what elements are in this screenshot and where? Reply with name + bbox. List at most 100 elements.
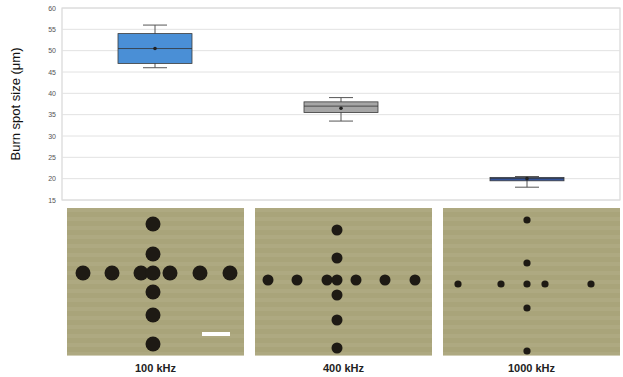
photo-texture — [255, 334, 432, 338]
y-tick-label: 55 — [48, 26, 56, 33]
photo-texture — [67, 325, 244, 329]
mean-marker — [525, 177, 529, 181]
photo-texture — [443, 343, 620, 347]
photo-texture — [255, 316, 432, 320]
burn-spot — [292, 275, 303, 286]
burn-spot — [332, 343, 343, 354]
burn-spot — [523, 347, 530, 354]
photo-texture — [255, 289, 432, 293]
photo-texture — [255, 280, 432, 284]
burn-spot — [263, 275, 274, 286]
burn-spot — [523, 216, 530, 223]
photo-panel — [255, 208, 432, 356]
photo-texture — [67, 280, 244, 284]
burn-spot — [146, 285, 161, 300]
photo-texture — [255, 352, 432, 356]
burn-spot — [322, 275, 333, 286]
grid-line — [62, 93, 620, 94]
whisker-cap — [143, 67, 167, 68]
category-label: 100 kHz — [135, 362, 176, 374]
whisker-cap — [329, 121, 353, 122]
photo-texture — [255, 271, 432, 275]
photo-background — [255, 208, 432, 355]
burn-spot — [105, 266, 120, 281]
burn-spot — [541, 280, 548, 287]
photo-texture — [255, 253, 432, 257]
mean-marker — [339, 106, 343, 110]
category-label: 400 kHz — [323, 362, 364, 374]
grid-line — [62, 200, 620, 201]
burn-spot — [523, 259, 530, 266]
burn-spot — [351, 275, 362, 286]
photo-texture — [255, 244, 432, 248]
burn-spot — [76, 266, 91, 281]
photo-texture — [443, 226, 620, 230]
y-tick-label: 35 — [48, 111, 56, 118]
burn-spot — [146, 337, 161, 352]
photo-texture — [443, 217, 620, 221]
y-tick-label: 30 — [48, 133, 56, 140]
photo-texture — [443, 352, 620, 356]
burn-spot — [146, 217, 161, 232]
burn-spot — [332, 315, 343, 326]
box — [118, 34, 192, 64]
category-label: 1000 kHz — [508, 362, 556, 374]
scale-bar — [202, 332, 230, 336]
photo-texture — [443, 289, 620, 293]
y-tick-label: 40 — [48, 90, 56, 97]
photo-texture — [255, 325, 432, 329]
burn-spot — [380, 275, 391, 286]
burn-spot — [332, 225, 343, 236]
burn-spot — [454, 280, 461, 287]
photo-texture — [67, 352, 244, 356]
box — [304, 102, 378, 113]
photo-texture — [255, 307, 432, 311]
grid-line — [62, 136, 620, 137]
photo-texture — [255, 235, 432, 239]
mean-marker — [153, 47, 157, 51]
grid-line — [62, 157, 620, 158]
y-tick-label: 50 — [48, 47, 56, 54]
photo-texture — [443, 271, 620, 275]
y-tick-label: 15 — [48, 197, 56, 204]
burn-spot — [146, 308, 161, 323]
photo-background — [443, 208, 620, 355]
photo-texture — [255, 226, 432, 230]
grid-line — [62, 72, 620, 73]
chart: 15 20 25 30 35 40 45 50 55 60 Burn spot size (μm) 1… — [0, 0, 623, 377]
whisker-cap — [143, 25, 167, 26]
y-axis-label: Burn spot size (μm) — [8, 48, 23, 161]
burn-spot — [163, 266, 178, 281]
y-tick-label: 25 — [48, 154, 56, 161]
photo-background — [67, 208, 244, 355]
burn-spot — [332, 253, 343, 264]
grid-line — [62, 29, 620, 30]
photo-texture — [255, 262, 432, 266]
burn-spot — [497, 280, 504, 287]
whisker-cap — [515, 187, 539, 188]
y-tick-label: 20 — [48, 175, 56, 182]
photo-texture — [443, 325, 620, 329]
plot-frame — [62, 8, 620, 200]
photo-texture — [443, 253, 620, 257]
burn-spot — [587, 280, 594, 287]
grid-line — [62, 8, 620, 9]
whisker-cap — [329, 97, 353, 98]
boxes — [118, 25, 564, 187]
photo-texture — [67, 262, 244, 266]
burn-spot — [410, 275, 421, 286]
y-tick-label: 60 — [48, 5, 56, 12]
photo-texture — [255, 217, 432, 221]
burn-spot — [523, 304, 530, 311]
photo-texture — [443, 316, 620, 320]
photo-texture — [255, 343, 432, 347]
burn-spot — [223, 266, 238, 281]
burn-spot — [193, 266, 208, 281]
photo-texture — [443, 235, 620, 239]
burn-spot — [146, 247, 161, 262]
photo-texture — [255, 208, 432, 212]
box — [490, 177, 564, 180]
y-tick-label: 45 — [48, 69, 56, 76]
photo-texture — [67, 235, 244, 239]
photo-texture — [443, 208, 620, 212]
